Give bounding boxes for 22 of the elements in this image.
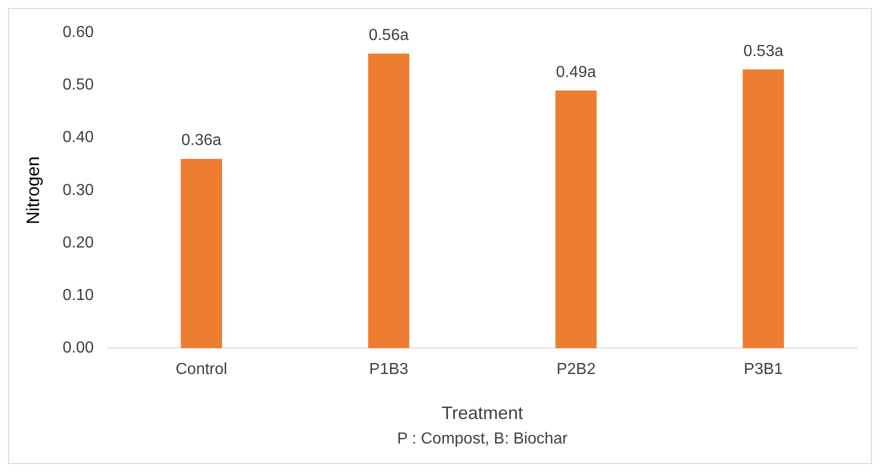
data-label: 0.53a (743, 42, 784, 60)
x-tick-label: P1B3 (369, 361, 408, 378)
text: P : Compost, B: Biochar (397, 430, 568, 448)
y-tick-label: 0.00 (62, 340, 94, 357)
x-axis-title: Treatment (442, 403, 524, 424)
x-tick-label: P3B1 (744, 361, 784, 378)
y-tick-label: 0.60 (62, 24, 94, 42)
data-label: 0.49a (556, 64, 596, 81)
y-axis-title: Nitrogen (22, 156, 43, 224)
y-tick-label: 0.20 (62, 234, 94, 252)
y-tick-label: 0.30 (62, 182, 94, 199)
x-tick-label: Control (176, 361, 228, 378)
bar (742, 69, 784, 348)
x-tick-label: P2B2 (556, 361, 596, 378)
bar (368, 54, 410, 348)
y-tick-label: 0.50 (62, 76, 94, 94)
y-tick-label: 0.40 (62, 129, 94, 146)
bar (180, 158, 222, 348)
data-label: 0.36a (181, 132, 222, 150)
y-tick-label: 0.10 (62, 287, 94, 304)
data-label: 0.56a (368, 27, 409, 44)
bar (555, 90, 597, 348)
